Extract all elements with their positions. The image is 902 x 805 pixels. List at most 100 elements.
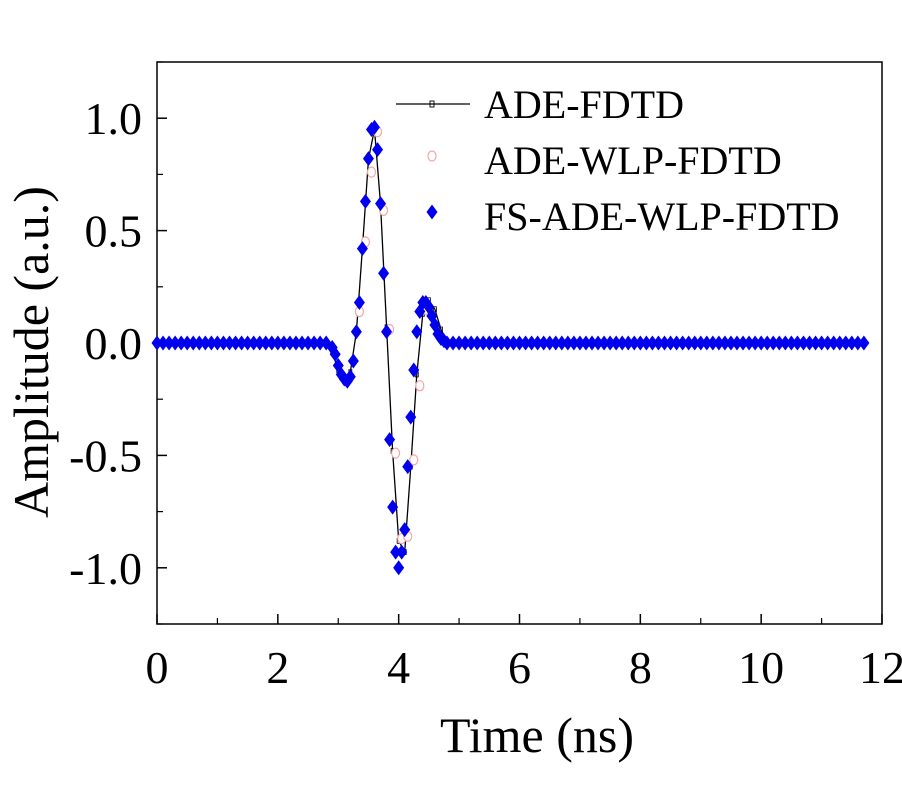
series-fs-ade-wlp-fdtd-point [314,335,326,351]
series-fs-ade-wlp-fdtd-point [459,335,471,351]
legend-label: ADE-FDTD [484,82,684,127]
series-fs-ade-wlp-fdtd-point [755,335,767,351]
series-fs-ade-wlp-fdtd-point [652,335,664,351]
x-tick-label: 2 [266,642,289,693]
series-fs-ade-wlp-fdtd-point [616,335,628,351]
series-fs-ade-wlp-fdtd-point [266,335,278,351]
x-tick-label: 10 [738,642,784,693]
y-tick-label: -1.0 [69,543,142,594]
series-fs-ade-wlp-fdtd-point [384,432,396,448]
series-fs-ade-wlp-fdtd-point [236,335,248,351]
series-fs-ade-wlp-fdtd-point [224,335,235,351]
series-fs-ade-wlp-fdtd-point [586,335,598,351]
series-fs-ade-wlp-fdtd-point [544,335,556,351]
x-tick-label: 8 [629,642,652,693]
series-fs-ade-wlp-fdtd-point [411,324,423,340]
series-fs-ade-wlp-fdtd-point [157,335,169,351]
series-fs-ade-wlp-fdtd-point [302,335,314,351]
series-fs-ade-wlp-fdtd-point [822,335,834,351]
y-tick-label: 0.0 [85,318,143,369]
series-fs-ade-wlp-fdtd-point [634,335,646,351]
series-fs-ade-wlp-fdtd-point [580,335,592,351]
y-tick-label: 0.5 [85,206,143,257]
series-ade-fdtd-point [433,306,437,313]
series-fs-ade-wlp-fdtd-point [550,335,562,351]
series-fs-ade-wlp-fdtd-point [574,335,586,351]
y-axis-title: Amplitude (a.u.) [3,186,59,518]
series-fs-ade-wlp-fdtd-point [381,324,393,340]
series-fs-ade-wlp-fdtd-point [387,499,399,515]
series-fs-ade-wlp-fdtd-point [308,335,320,351]
series-fs-ade-wlp-fdtd-point [193,335,205,351]
series-fs-ade-wlp-fdtd-point [773,335,785,351]
series-fs-ade-wlp-fdtd-point [737,335,749,351]
series-fs-ade-wlp-fdtd-point [514,335,525,351]
series-fs-ade-wlp-fdtd-point [665,335,677,351]
series-fs-ade-wlp-fdtd-point [683,335,695,351]
series-fs-ade-wlp-fdtd-point [151,335,163,351]
series-fs-ade-wlp-fdtd-point [840,335,852,351]
legend-label: FS-ADE-WLP-FDTD [484,194,840,239]
series-fs-ade-wlp-fdtd-point [743,335,755,351]
legend-marker-fs-ade-wlp-fdtd [426,204,438,220]
series-fs-ade-wlp-fdtd-point [290,335,302,351]
series-fs-ade-wlp-fdtd-point [356,241,368,257]
x-tick-label: 4 [387,642,410,693]
series-ade-wlp-fdtd-point [391,447,401,459]
series-fs-ade-wlp-fdtd-point [347,353,359,369]
series-fs-ade-wlp-fdtd-point [199,335,211,351]
series-ade-wlp-fdtd-point [415,380,425,392]
series-fs-ade-wlp-fdtd-point [598,335,610,351]
series-fs-ade-wlp-fdtd-point [329,346,341,362]
series-fs-ade-wlp-fdtd-point [477,335,489,351]
series-fs-ade-wlp-fdtd-point [230,335,242,351]
series-fs-ade-wlp-fdtd-point [725,335,737,351]
series-fs-ade-wlp-fdtd-point [834,335,846,351]
series-fs-ade-wlp-fdtd-point [248,335,260,351]
series-fs-ade-wlp-fdtd-point [399,522,411,538]
series-fs-ade-wlp-fdtd-point [402,459,414,475]
series-fs-ade-wlp-fdtd-point [671,335,683,351]
series-fs-ade-wlp-fdtd-point [846,335,858,351]
series-fs-ade-wlp-fdtd-point [713,335,725,351]
series-fs-ade-wlp-fdtd-point [719,335,731,351]
legend-marker-ade-fdtd [429,100,435,108]
series-fs-ade-wlp-fdtd-point [568,335,580,351]
series-fs-ade-wlp-fdtd-point [483,335,495,351]
series-fs-ade-wlp-fdtd-point [785,335,797,351]
series-fs-ade-wlp-fdtd-point [526,335,538,351]
series-fs-ade-wlp-fdtd-point [628,335,640,351]
y-tick-label: -0.5 [69,430,142,481]
series-fs-ade-wlp-fdtd-point [405,409,417,425]
series-fs-ade-wlp-fdtd-point [378,265,390,281]
series-fs-ade-wlp-fdtd-point [779,335,791,351]
series-fs-ade-wlp-fdtd-point [359,193,371,209]
series-fs-ade-wlp-fdtd-point [187,335,199,351]
series-fs-ade-wlp-fdtd-point [350,324,362,340]
series-fs-ade-wlp-fdtd-point [677,335,689,351]
series-fs-ade-wlp-fdtd-point [393,560,405,576]
legend-label: ADE-WLP-FDTD [484,138,782,183]
series-fs-ade-wlp-fdtd-point [701,335,713,351]
series-fs-ade-wlp-fdtd-point [640,335,652,351]
series-fs-ade-wlp-fdtd-point [489,335,501,351]
series-fs-ade-wlp-fdtd-point [217,335,229,351]
series-fs-ade-wlp-fdtd-point [272,335,284,351]
series-fs-ade-wlp-fdtd-point [767,335,779,351]
series-fs-ade-wlp-fdtd-point [761,335,773,351]
series-ade-wlp-fdtd-point [409,454,419,466]
series-fs-ade-wlp-fdtd-point [659,335,670,351]
series-fs-ade-wlp-fdtd-point [731,335,743,351]
series-fs-ade-wlp-fdtd-point [495,335,507,351]
series-fs-ade-wlp-fdtd-point [369,119,380,135]
series-fs-ade-wlp-fdtd-point [610,335,622,351]
series-fs-ade-wlp-fdtd-point [254,335,266,351]
series-fs-ade-wlp-fdtd-point [622,335,634,351]
tick-labels: 0 2 4 6 8 10 12 -1.0 -0.5 0.0 0.5 1.0 [69,93,902,693]
tick-marks [156,61,883,625]
series-fs-ade-wlp-fdtd-point [169,335,181,351]
series-fs-ade-wlp-fdtd-point [175,335,187,351]
series-fs-ade-wlp-fdtd-point [556,335,568,351]
series-fs-ade-wlp-fdtd-point [163,335,175,351]
